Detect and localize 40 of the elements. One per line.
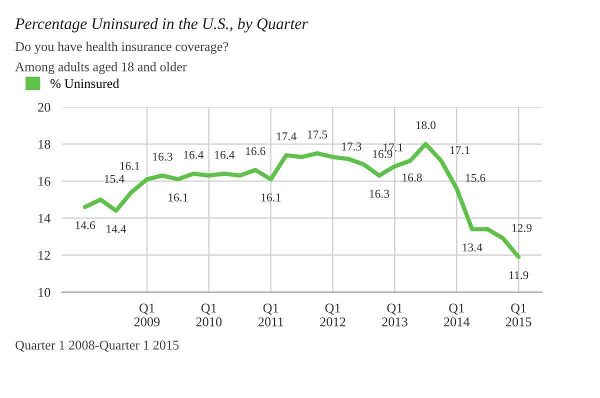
- data-label: 12.9: [512, 224, 532, 232]
- data-label: 16.1: [168, 194, 188, 202]
- data-label: 18.0: [416, 121, 436, 130]
- data-label: 15.4: [104, 174, 124, 183]
- data-label: 16.4: [215, 150, 235, 159]
- y-tick-label: 18: [38, 140, 50, 149]
- data-label: 14.6: [76, 221, 96, 230]
- data-label: 16.6: [246, 147, 266, 156]
- x-tick-label: Q1 2013: [382, 304, 408, 326]
- y-tick-label: 10: [38, 288, 50, 297]
- data-label: 17.4: [277, 132, 296, 140]
- data-label: 17.1: [384, 143, 403, 152]
- data-label: 16.8: [402, 174, 422, 182]
- data-label: 14.4: [106, 224, 126, 233]
- text: Quarter 1 2008-Quarter 1 2015: [16, 340, 179, 352]
- x-tick-label: Q1 2012: [320, 304, 346, 326]
- legend-label: % Uninsured: [50, 78, 120, 88]
- y-tick-label: 16: [38, 176, 50, 186]
- x-tick-label: Q1 2009: [134, 304, 160, 326]
- y-tick-label: 12: [38, 250, 50, 260]
- x-tick-label: Q1 2014: [444, 304, 470, 326]
- x-tick-label: Q1 2010: [196, 304, 222, 326]
- data-label: 11.9: [510, 271, 528, 280]
- data-label: 16.9: [373, 150, 392, 158]
- chart-title: Percentage Uninsured in the U.S., by Quarter: [14, 18, 308, 32]
- data-label: 16.3: [370, 190, 390, 198]
- y-tick-label: 14: [38, 214, 50, 223]
- data-label: 13.4: [462, 243, 482, 252]
- data-label: 17.3: [342, 142, 362, 151]
- x-tick-label: Q1 2011: [258, 304, 283, 326]
- data-label: 16.4: [184, 150, 204, 159]
- data-label: 17.5: [308, 130, 328, 138]
- chart-subtitle: Do you have health insurance coverage? Among adults aged 18 and older: [15, 42, 228, 74]
- data-label: 16.1: [120, 162, 140, 170]
- y-tick-label: 20: [38, 102, 50, 112]
- data-label: 16.1: [262, 194, 280, 202]
- data-label: 17.1: [450, 146, 470, 154]
- data-label: 16.3: [153, 152, 172, 161]
- x-tick-label: Q1 2015: [506, 304, 532, 326]
- data-label: 15.6: [466, 174, 486, 182]
